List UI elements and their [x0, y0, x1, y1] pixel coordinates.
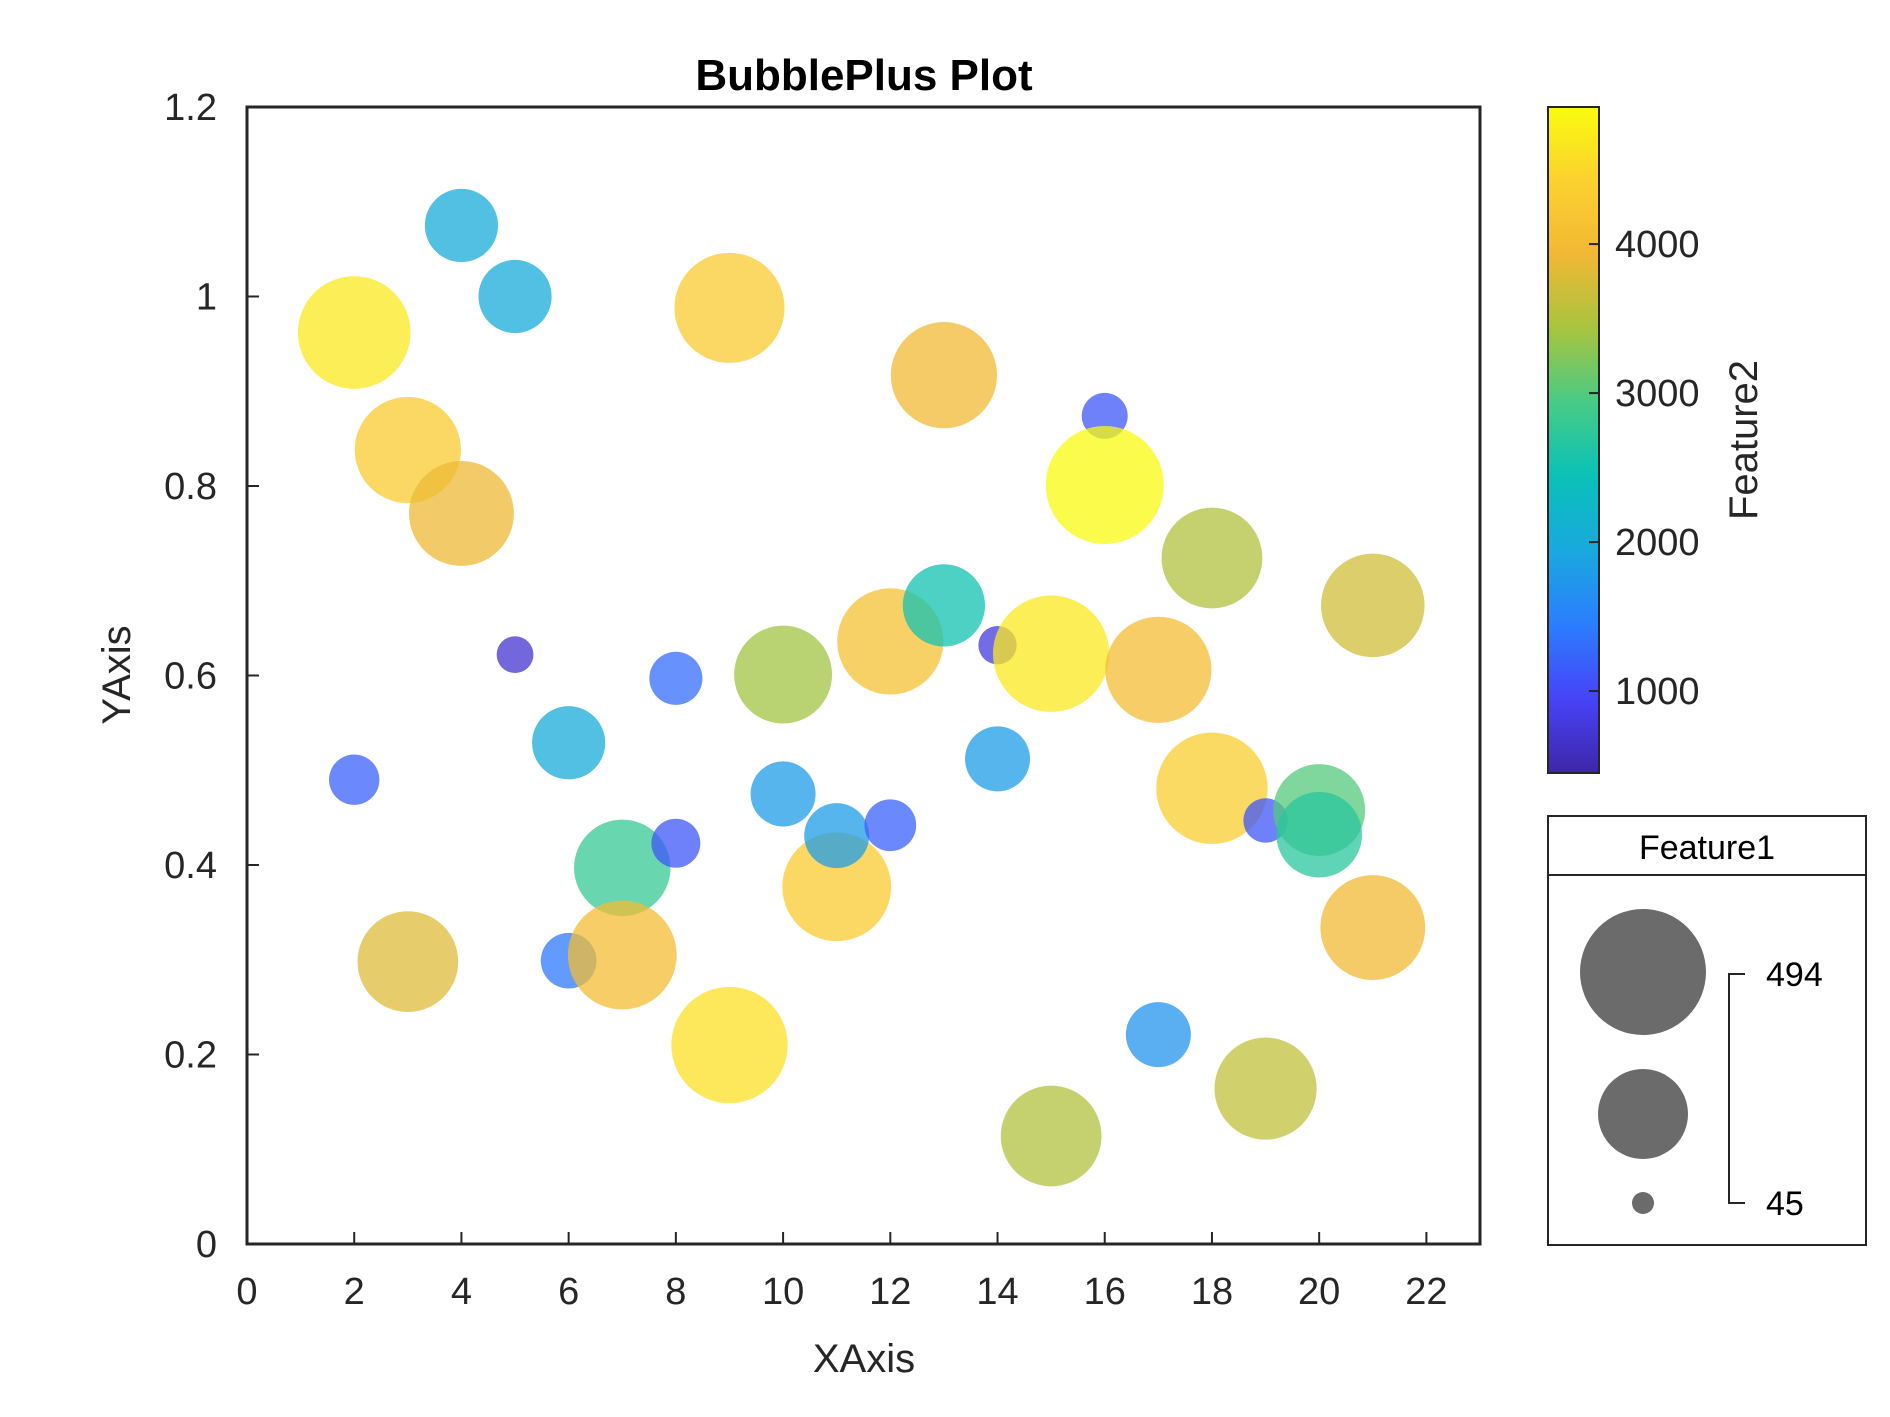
y-tick-label: 0 — [196, 1224, 217, 1266]
x-tick-label: 12 — [869, 1271, 911, 1313]
bubble-point — [478, 259, 552, 334]
bubble-point — [1320, 875, 1426, 980]
bubble-point — [992, 595, 1110, 712]
bubble-point — [890, 322, 998, 429]
bubble-point — [424, 188, 499, 263]
colorbar — [1547, 106, 1600, 774]
bubble-point — [567, 900, 677, 1010]
y-tick-label: 0.6 — [164, 656, 217, 698]
x-tick-label: 8 — [665, 1271, 686, 1313]
bubble-point — [1321, 553, 1425, 658]
bubble-point — [651, 818, 701, 868]
x-tick-label: 18 — [1191, 1271, 1233, 1313]
x-tick-label: 2 — [344, 1271, 365, 1313]
bubble-point — [532, 706, 606, 780]
size-legend: Feature1 494 45 — [1547, 815, 1867, 1246]
size-legend-title: Feature1 — [1639, 829, 1775, 867]
size-legend-bracket — [1728, 973, 1745, 1204]
bubble-point — [329, 754, 380, 805]
x-tick-label: 20 — [1298, 1271, 1340, 1313]
colorbar-tick-label: 4000 — [1615, 224, 1700, 266]
bubble-layer — [297, 188, 1426, 1187]
size-legend-large-bubble — [1580, 909, 1706, 1035]
bubble-point — [1045, 426, 1164, 545]
x-tick-label: 10 — [762, 1271, 804, 1313]
bubble-point — [357, 911, 459, 1013]
bubble-point — [649, 651, 703, 705]
x-tick-label: 22 — [1405, 1271, 1447, 1313]
y-tick-label: 0.2 — [164, 1035, 217, 1077]
x-tick-label: 16 — [1084, 1271, 1126, 1313]
x-tick-label: 14 — [976, 1271, 1018, 1313]
bubble-point — [1000, 1085, 1102, 1187]
y-tick-label: 0.8 — [164, 466, 217, 508]
bubble-point — [864, 799, 917, 852]
y-axis-ticks: 0 0.2 0.4 0.6 0.8 1 1.2 — [164, 87, 259, 1266]
bubble-point — [782, 832, 892, 942]
size-legend-small-bubble — [1632, 1192, 1654, 1214]
bubble-point — [902, 564, 986, 647]
colorbar-tick-label: 2000 — [1615, 522, 1700, 564]
bubble-point — [574, 819, 671, 917]
bubble-point — [1276, 791, 1362, 878]
size-legend-min-label: 45 — [1766, 1185, 1804, 1223]
chart-title: BubblePlus Plot — [695, 51, 1033, 100]
x-tick-label: 0 — [236, 1271, 257, 1313]
bubble-point — [496, 636, 534, 674]
size-legend-box — [1547, 815, 1867, 1246]
bubble-point — [1125, 1002, 1191, 1068]
colorbar-tick-label: 3000 — [1615, 373, 1700, 415]
bubble-point — [674, 252, 785, 363]
x-axis-ticks: 0 2 4 6 8 10 12 14 16 18 20 22 — [236, 1232, 1448, 1313]
bubble-point — [1156, 732, 1268, 844]
y-tick-label: 1.2 — [164, 87, 217, 129]
y-tick-label: 0.4 — [164, 845, 217, 887]
bubble-point — [734, 625, 833, 724]
bubble-point — [671, 986, 788, 1104]
x-tick-label: 6 — [558, 1271, 579, 1313]
colorbar-tick-label: 1000 — [1615, 671, 1700, 713]
bubble-point — [297, 276, 411, 389]
bubble-point — [409, 461, 514, 566]
colorbar-ticks: 1000 2000 3000 4000 — [1589, 224, 1700, 713]
y-axis-label: YAxis — [95, 625, 139, 724]
x-tick-label: 4 — [451, 1271, 472, 1313]
bubble-point — [750, 761, 816, 827]
bubble-point — [1105, 616, 1212, 723]
size-legend-max-label: 494 — [1766, 956, 1823, 994]
bubble-point — [1214, 1037, 1317, 1140]
bubble-point — [804, 803, 870, 869]
bubble-point — [965, 726, 1031, 792]
x-axis-label: XAxis — [813, 1337, 915, 1381]
bubble-point — [1161, 507, 1263, 609]
colorbar-label: Feature2 — [1722, 360, 1766, 520]
y-tick-label: 1 — [196, 277, 217, 319]
size-legend-medium-bubble — [1598, 1069, 1688, 1159]
